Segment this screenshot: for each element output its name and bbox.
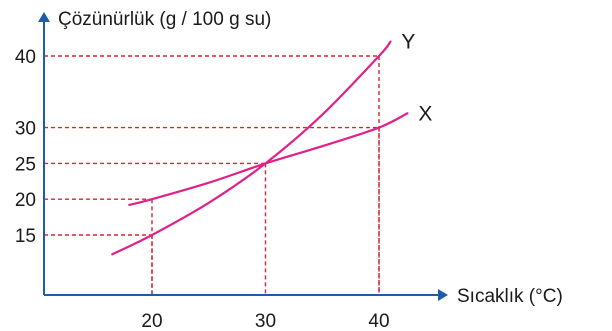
solubility-curves — [111, 40, 409, 256]
x-tick-label: 40 — [368, 311, 389, 331]
x-axis-title: Sıcaklık (°C) — [457, 286, 563, 307]
y-tick-label: 20 — [15, 190, 36, 211]
curve-y — [111, 40, 392, 256]
curve-x — [128, 112, 409, 206]
x-tick-label: 20 — [141, 311, 162, 331]
series-label-y: Y — [401, 31, 415, 54]
y-tick-label: 25 — [15, 154, 36, 175]
y-axis-title: Çözünürlük (g / 100 g su) — [58, 9, 271, 30]
y-axis-arrow-icon — [38, 12, 50, 22]
guide-lines — [44, 55, 380, 295]
y-tick-label: 15 — [15, 226, 36, 247]
x-tick-label: 30 — [255, 311, 276, 331]
y-tick-label: 40 — [15, 47, 36, 68]
series-label-x: X — [418, 102, 432, 125]
axes — [38, 12, 448, 301]
y-tick-label: 30 — [15, 119, 36, 140]
chart-labels: Y X 15 20 25 30 40 20 30 40 Çözünürlük (g / 100 g … — [15, 9, 563, 331]
x-axis-arrow-icon — [438, 289, 448, 301]
